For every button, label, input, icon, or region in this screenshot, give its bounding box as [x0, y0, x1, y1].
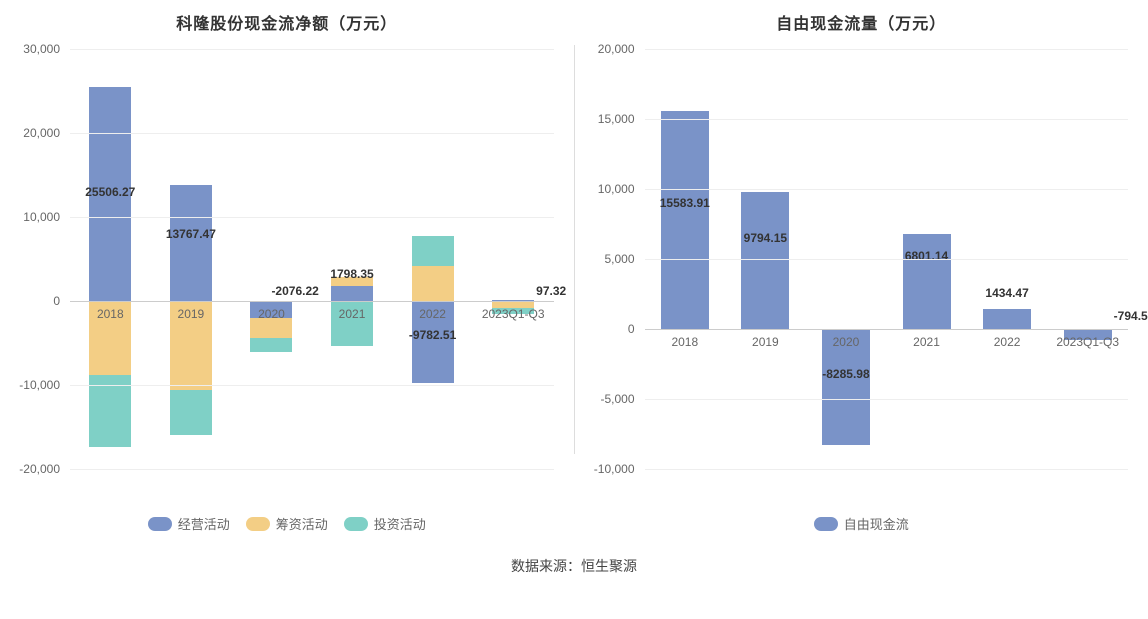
x-axis-labels: 201820192020202120222023Q1-Q3 [645, 335, 1129, 349]
y-tick-label: 20,000 [598, 42, 635, 56]
value-label: 97.32 [536, 284, 566, 298]
y-tick-label: 30,000 [23, 42, 60, 56]
value-label: -9782.51 [409, 328, 456, 342]
grid-line [70, 133, 554, 134]
x-label: 2019 [725, 335, 806, 349]
left-y-axis: -20,000-10,000010,00020,00030,000 [10, 49, 65, 469]
y-tick-label: -20,000 [19, 462, 60, 476]
left-chart-title: 科隆股份现金流净额（万元） [10, 10, 564, 34]
grid-line [70, 469, 554, 470]
x-label: 2020 [806, 335, 887, 349]
grid-line [645, 399, 1129, 400]
bar-financing [412, 266, 454, 301]
grid-line [70, 49, 554, 50]
zero-line [645, 329, 1129, 330]
value-label: 1434.47 [985, 286, 1028, 300]
grid-line [645, 469, 1129, 470]
y-tick-label: 0 [53, 294, 60, 308]
x-label: 2021 [312, 307, 393, 321]
bar-group: -9782.51 [392, 49, 473, 469]
grid-line [645, 49, 1129, 50]
x-label: 2021 [886, 335, 967, 349]
legend-label: 经营活动 [178, 514, 230, 533]
left-chart-panel: 科隆股份现金流净额（万元） -20,000-10,000010,00020,00… [0, 5, 574, 534]
value-label: 15583.91 [660, 196, 710, 210]
y-tick-label: 5,000 [604, 252, 634, 266]
x-label: 2023Q1-Q3 [1047, 335, 1128, 349]
grid-line [70, 217, 554, 218]
grid-line [645, 259, 1129, 260]
legend-swatch [148, 517, 172, 531]
grid-line [645, 189, 1129, 190]
bar-fcf [903, 234, 951, 329]
bar-fcf [741, 192, 789, 329]
legend-label: 自由现金流 [844, 514, 909, 533]
y-tick-label: -10,000 [19, 378, 60, 392]
right-legend: 自由现金流 [585, 514, 1139, 534]
data-source-text: 数据来源：恒生聚源 [0, 556, 1148, 576]
x-label: 2018 [70, 307, 151, 321]
zero-line [70, 301, 554, 302]
x-label: 2020 [231, 307, 312, 321]
value-label: -794.52 [1114, 309, 1148, 323]
value-label: 25506.27 [85, 185, 135, 199]
y-tick-label: -5,000 [600, 392, 634, 406]
value-label: 6801.14 [905, 249, 948, 263]
bar-investing [250, 338, 292, 352]
legend-item: 投资活动 [344, 514, 426, 533]
x-label: 2018 [645, 335, 726, 349]
right-y-axis: -10,000-5,00005,00010,00015,00020,000 [585, 49, 640, 469]
legend-item: 筹资活动 [246, 514, 328, 533]
y-tick-label: 0 [628, 322, 635, 336]
x-label: 2022 [392, 307, 473, 321]
legend-item: 自由现金流 [814, 514, 909, 533]
x-axis-labels: 201820192020202120222023Q1-Q3 [70, 307, 554, 321]
bar-fcf [661, 111, 709, 329]
bar-group: 1798.35 [312, 49, 393, 469]
bar-investing [170, 390, 212, 435]
y-tick-label: 20,000 [23, 126, 60, 140]
bar-financing [250, 318, 292, 337]
value-label: -8285.98 [822, 367, 869, 381]
bar-investing [412, 236, 454, 265]
y-tick-label: 10,000 [598, 182, 635, 196]
bar-group: 25506.27 [70, 49, 151, 469]
grid-line [645, 119, 1129, 120]
bar-group: -2076.22 [231, 49, 312, 469]
y-tick-label: -10,000 [594, 462, 635, 476]
value-label: 1798.35 [330, 267, 373, 281]
charts-container: 科隆股份现金流净额（万元） -20,000-10,000010,00020,00… [0, 0, 1148, 534]
grid-line [70, 385, 554, 386]
bar-group: 13767.47 [151, 49, 232, 469]
bar-group: 97.32 [473, 49, 554, 469]
bar-operating [170, 185, 212, 301]
y-tick-label: 15,000 [598, 112, 635, 126]
legend-label: 投资活动 [374, 514, 426, 533]
value-label: 9794.15 [744, 231, 787, 245]
left-legend: 经营活动 筹资活动 投资活动 [10, 514, 564, 534]
right-chart-panel: 自由现金流量（万元） -10,000-5,00005,00010,00015,0… [575, 5, 1148, 534]
y-tick-label: 10,000 [23, 210, 60, 224]
legend-label: 筹资活动 [276, 514, 328, 533]
bar-operating [331, 286, 373, 301]
bar-fcf [983, 309, 1031, 329]
right-chart-title: 自由现金流量（万元） [585, 10, 1139, 34]
legend-swatch [344, 517, 368, 531]
left-bars-row: 25506.27 13767.47 -2076.22 1798.35 -9782.51 9… [70, 49, 554, 469]
legend-item: 经营活动 [148, 514, 230, 533]
x-label: 2022 [967, 335, 1048, 349]
x-label: 2019 [151, 307, 232, 321]
legend-swatch [814, 517, 838, 531]
value-label: 13767.47 [166, 227, 216, 241]
left-plot-area: -20,000-10,000010,00020,00030,000 25506.… [70, 49, 554, 469]
x-label: 2023Q1-Q3 [473, 307, 554, 321]
legend-swatch [246, 517, 270, 531]
right-plot-area: -10,000-5,00005,00010,00015,00020,000 15… [645, 49, 1129, 469]
